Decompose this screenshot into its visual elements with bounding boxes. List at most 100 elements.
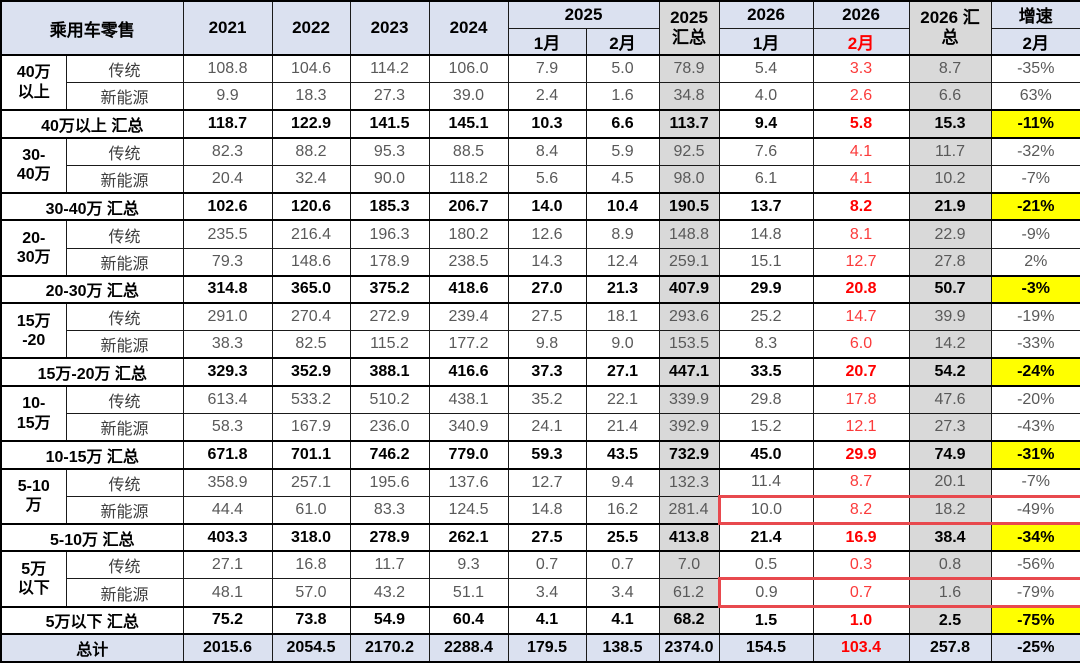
value-cell: 29.9 xyxy=(718,274,814,305)
value-cell: 29.8 xyxy=(718,385,814,415)
value-cell: -11% xyxy=(990,109,1080,139)
value-cell: 2% xyxy=(990,247,1080,277)
value-cell: 38.3 xyxy=(182,330,273,359)
col-header-2025-jan: 1月 xyxy=(507,27,587,56)
value-cell: 104.6 xyxy=(271,54,351,84)
value-cell: 114.2 xyxy=(349,54,430,84)
value-cell: 14.8 xyxy=(718,219,814,249)
header-row-1: 乘用车零售 2021 2022 2023 2024 2025 2025 汇总 2… xyxy=(0,0,1080,56)
value-cell: 9.9 xyxy=(182,82,273,111)
value-cell: 25.2 xyxy=(718,302,814,332)
value-cell: 2054.5 xyxy=(271,633,351,663)
value-cell: 118.7 xyxy=(182,109,273,139)
value-cell: 8.7 xyxy=(812,468,910,497)
value-cell: 179.5 xyxy=(507,633,587,663)
value-cell: 12.7 xyxy=(507,468,587,497)
value-cell: 7.9 xyxy=(507,54,587,84)
value-cell: 701.1 xyxy=(271,440,351,470)
total-label: 总计 xyxy=(0,633,184,663)
summary-row: 20-30万 汇总 314.8 365.0 375.2 418.6 27.0 21.3 407… xyxy=(0,274,1080,305)
value-cell: 671.8 xyxy=(182,440,273,470)
value-cell: 403.3 xyxy=(182,522,273,553)
value-cell: 4.0 xyxy=(718,82,814,111)
summary-label: 20-30万 汇总 xyxy=(0,274,184,305)
value-cell: 180.2 xyxy=(428,219,509,249)
value-cell: 27.5 xyxy=(507,522,587,553)
value-cell: 293.6 xyxy=(658,302,720,332)
value-cell: 0.7 xyxy=(812,577,910,609)
value-cell: 58.3 xyxy=(182,413,273,442)
value-cell: 118.2 xyxy=(428,164,509,194)
value-cell: 413.8 xyxy=(658,522,720,553)
value-cell: 27.0 xyxy=(507,274,587,305)
value-cell: 8.9 xyxy=(585,219,660,249)
segment-label: 40万 以上 xyxy=(0,54,67,111)
value-cell: 141.5 xyxy=(349,109,430,139)
value-cell: 18.2 xyxy=(908,494,992,526)
powertrain-label: 新能源 xyxy=(65,495,184,525)
value-cell: 196.3 xyxy=(349,219,430,249)
value-cell: 5.6 xyxy=(507,164,587,194)
value-cell: 11.7 xyxy=(349,550,430,580)
value-cell: -19% xyxy=(990,302,1080,332)
value-cell: 2.6 xyxy=(812,82,910,111)
value-cell: 4.1 xyxy=(507,605,587,636)
value-cell: 447.1 xyxy=(658,357,720,387)
value-cell: 32.4 xyxy=(271,164,351,194)
value-cell: 10.3 xyxy=(507,109,587,139)
header-row-2: 1月 2月 1月 2月 2月 xyxy=(1,27,1080,56)
value-cell: 418.6 xyxy=(428,274,509,305)
value-cell: 407.9 xyxy=(658,274,720,305)
value-cell: 2170.2 xyxy=(349,633,430,663)
value-cell: 291.0 xyxy=(182,302,273,332)
value-cell: 236.0 xyxy=(349,413,430,442)
value-cell: 8.4 xyxy=(507,137,587,166)
value-cell: 613.4 xyxy=(182,385,273,415)
value-cell: 281.4 xyxy=(658,495,720,525)
value-cell: -75% xyxy=(990,605,1080,636)
table-body: 40万 以上 传统 108.8 104.6 114.2 106.0 7.9 5.0 78.9 5.4… xyxy=(0,54,1080,663)
value-cell: 153.5 xyxy=(658,330,720,359)
value-cell: 78.9 xyxy=(658,54,720,84)
value-cell: 1.0 xyxy=(812,605,910,636)
value-cell: 352.9 xyxy=(271,357,351,387)
value-cell: 17.8 xyxy=(812,385,910,415)
powertrain-label: 新能源 xyxy=(65,164,184,194)
value-cell: 37.3 xyxy=(507,357,587,387)
value-cell: 9.4 xyxy=(718,109,814,139)
value-cell: 438.1 xyxy=(428,385,509,415)
segment-label: 20- 30万 xyxy=(0,219,67,277)
value-cell: 51.1 xyxy=(428,578,509,608)
value-cell: 1.6 xyxy=(908,577,992,609)
value-cell: 3.3 xyxy=(812,54,910,84)
value-cell: -24% xyxy=(990,357,1080,387)
value-cell: 5.0 xyxy=(585,54,660,84)
value-cell: 8.1 xyxy=(812,219,910,249)
powertrain-label: 传统 xyxy=(65,468,184,497)
detail-row: 新能源 20.4 32.4 90.0 118.2 5.6 4.5 98.0 6.1 4.1 10.2… xyxy=(1,164,1080,194)
summary-row: 10-15万 汇总 671.8 701.1 746.2 779.0 59.3 43.5 732… xyxy=(0,440,1080,470)
value-cell: 20.7 xyxy=(812,357,910,387)
value-cell: 8.2 xyxy=(812,494,910,526)
powertrain-label: 传统 xyxy=(65,302,184,332)
value-cell: 14.0 xyxy=(507,191,587,222)
col-header-growth-month: 2月 xyxy=(990,27,1080,56)
value-cell: 746.2 xyxy=(349,440,430,470)
detail-row: 5-10 万传统 358.9 257.1 195.6 137.6 12.7 9.4 132.3 1… xyxy=(0,468,1080,525)
col-header-growth: 增速 xyxy=(990,0,1080,29)
powertrain-label: 新能源 xyxy=(65,330,184,359)
value-cell: 148.6 xyxy=(271,247,351,277)
value-cell: 167.9 xyxy=(271,413,351,442)
value-cell: 21.3 xyxy=(585,274,660,305)
col-header-2026-jan: 1月 xyxy=(718,27,814,56)
powertrain-label: 传统 xyxy=(65,385,184,415)
value-cell: -56% xyxy=(990,550,1080,580)
value-cell: -34% xyxy=(990,522,1080,553)
value-cell: 63% xyxy=(990,82,1080,111)
detail-row: 新能源 79.3 148.6 178.9 238.5 14.3 12.4 259.1 15.1 1… xyxy=(1,247,1080,277)
value-cell: 12.6 xyxy=(507,219,587,249)
value-cell: 27.3 xyxy=(908,413,992,442)
value-cell: 9.0 xyxy=(585,330,660,359)
value-cell: 57.0 xyxy=(271,578,351,608)
value-cell: 137.6 xyxy=(428,468,509,497)
